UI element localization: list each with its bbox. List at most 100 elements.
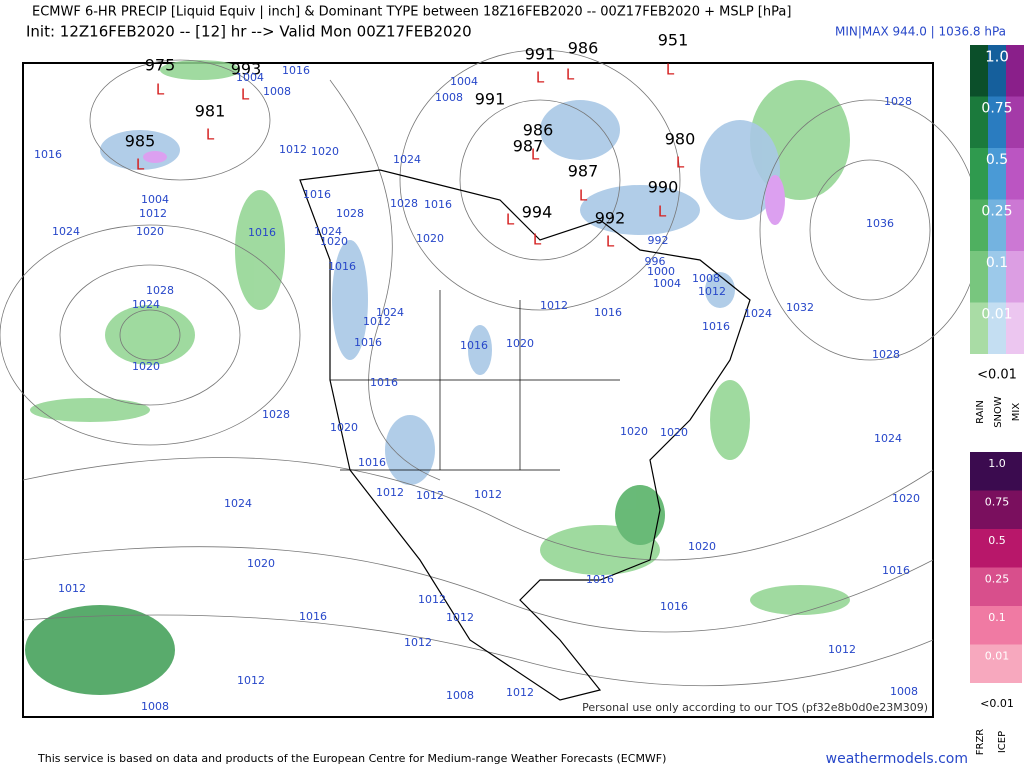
isobar-label: 1024 xyxy=(224,497,252,510)
legend-swatch xyxy=(970,567,1022,606)
isobar-label: 1020 xyxy=(620,425,648,438)
pressure-center: 980 xyxy=(665,130,696,149)
legend-swatch xyxy=(1006,251,1024,303)
legend-level: 1.0 xyxy=(988,457,1006,470)
isobar-label: 1020 xyxy=(132,360,160,373)
isobar-label: 1020 xyxy=(892,492,920,505)
isobar-label: 1004 xyxy=(450,75,478,88)
isobar-label: 1004 xyxy=(236,71,264,84)
isobar-label: 1024 xyxy=(393,153,421,166)
isobar-label: 1016 xyxy=(594,306,622,319)
isobar-label: 1016 xyxy=(882,564,910,577)
legend-level: 0.5 xyxy=(988,534,1006,547)
isobar-label: 1020 xyxy=(320,235,348,248)
legend-level: 0.75 xyxy=(981,101,1012,117)
isobar-label: 1016 xyxy=(424,198,452,211)
legend-type: FRZR xyxy=(975,729,986,756)
isobar-label: 992 xyxy=(648,234,669,247)
low-marker: L xyxy=(206,126,215,144)
low-marker: L xyxy=(506,211,515,229)
credit: This service is based on data and produc… xyxy=(37,752,666,765)
isobar-label: 1012 xyxy=(828,643,856,656)
isobar-label: 1028 xyxy=(884,95,912,108)
isobar-label: 1008 xyxy=(446,689,474,702)
isobar-label: 1024 xyxy=(132,298,160,311)
pressure-center: 981 xyxy=(195,102,226,121)
legend-swatch xyxy=(970,302,988,354)
isobar-label: 1028 xyxy=(262,408,290,421)
legend-swatch xyxy=(970,529,1022,568)
low-marker: L xyxy=(156,81,165,99)
isobar-label: 1016 xyxy=(660,600,688,613)
legend-swatch xyxy=(1006,302,1024,354)
low-marker: L xyxy=(606,233,615,251)
isobar-label: 1000 xyxy=(647,265,675,278)
isobar-label: 1016 xyxy=(460,339,488,352)
low-marker: L xyxy=(666,61,675,79)
low-marker: L xyxy=(533,231,542,249)
pressure-center: 986 xyxy=(568,39,599,58)
isobar-label: 1016 xyxy=(299,610,327,623)
isobar-label: 1012 xyxy=(139,207,167,220)
legend-swatch xyxy=(988,302,1006,354)
isobar-label: 1016 xyxy=(358,456,386,469)
isobar-label: 1032 xyxy=(786,301,814,314)
legend-swatch xyxy=(970,148,988,200)
map: Personal use only according to our TOS (… xyxy=(0,31,981,718)
low-marker: L xyxy=(536,69,545,87)
isobar-label: 1016 xyxy=(370,376,398,389)
pressure-center: 992 xyxy=(595,209,626,228)
isobar-label: 1020 xyxy=(330,421,358,434)
watermark: Personal use only according to our TOS (… xyxy=(582,701,928,714)
isobar-label: 1028 xyxy=(146,284,174,297)
isobar-label: 1008 xyxy=(141,700,169,713)
isobar-label: 1012 xyxy=(404,636,432,649)
isobar-label: 1016 xyxy=(586,573,614,586)
isobar-label: 1004 xyxy=(653,277,681,290)
isobar-label: 1028 xyxy=(872,348,900,361)
isobar-label: 1016 xyxy=(34,148,62,161)
isobar-label: 1008 xyxy=(890,685,918,698)
legend-level: 0.01 xyxy=(981,307,1012,323)
legend-swatch xyxy=(1006,148,1024,200)
low-marker: L xyxy=(676,154,685,172)
pressure-center: 991 xyxy=(475,90,506,109)
legend-level: 0.1 xyxy=(988,611,1006,624)
isobar-label: 1008 xyxy=(263,85,291,98)
low-marker: L xyxy=(241,86,250,104)
legend-swatch xyxy=(970,644,1022,683)
legend-type: MIX xyxy=(1011,403,1022,422)
isobar-label: 1024 xyxy=(314,225,342,238)
pressure-center: 987 xyxy=(568,162,599,181)
legend-type: SNOW xyxy=(993,396,1004,428)
isobar-label: 1016 xyxy=(328,260,356,273)
low-marker: L xyxy=(658,203,667,221)
isobar-label: 1012 xyxy=(474,488,502,501)
isobars xyxy=(0,49,981,687)
isobar-label: 1024 xyxy=(744,307,772,320)
mix-areas xyxy=(143,151,785,225)
isobar-label: 1020 xyxy=(506,337,534,350)
pressure-center: 951 xyxy=(658,31,689,50)
legend-level: 0.25 xyxy=(985,573,1010,586)
isobar-label: 1016 xyxy=(303,188,331,201)
isobar-label: 1020 xyxy=(311,145,339,158)
legend-below: <0.01 xyxy=(980,697,1014,710)
site: weathermodels.com xyxy=(826,751,968,767)
legend: 1.0 0.75 0.5 0.25 0.1 0.01 <0.01 RAIN SNOW MIX 1.0… xyxy=(970,45,1024,755)
isobar-label: 1024 xyxy=(376,306,404,319)
title: ECMWF 6-HR PRECIP [Liquid Equiv | inch] … xyxy=(32,5,791,20)
low-marker: L xyxy=(531,146,540,164)
legend-swatch xyxy=(988,96,1006,148)
isobar-label: 1016 xyxy=(354,336,382,349)
isobar-label: 1016 xyxy=(702,320,730,333)
pressure-center: 990 xyxy=(648,178,679,197)
legend-type: ICEP xyxy=(997,731,1008,753)
isobar-label: 1012 xyxy=(506,686,534,699)
legend-swatch xyxy=(970,45,988,97)
isobar-label: 1012 xyxy=(279,143,307,156)
pressure-center: 975 xyxy=(145,56,176,75)
legend-swatch xyxy=(988,45,1006,97)
isobar-label: 1020 xyxy=(136,225,164,238)
